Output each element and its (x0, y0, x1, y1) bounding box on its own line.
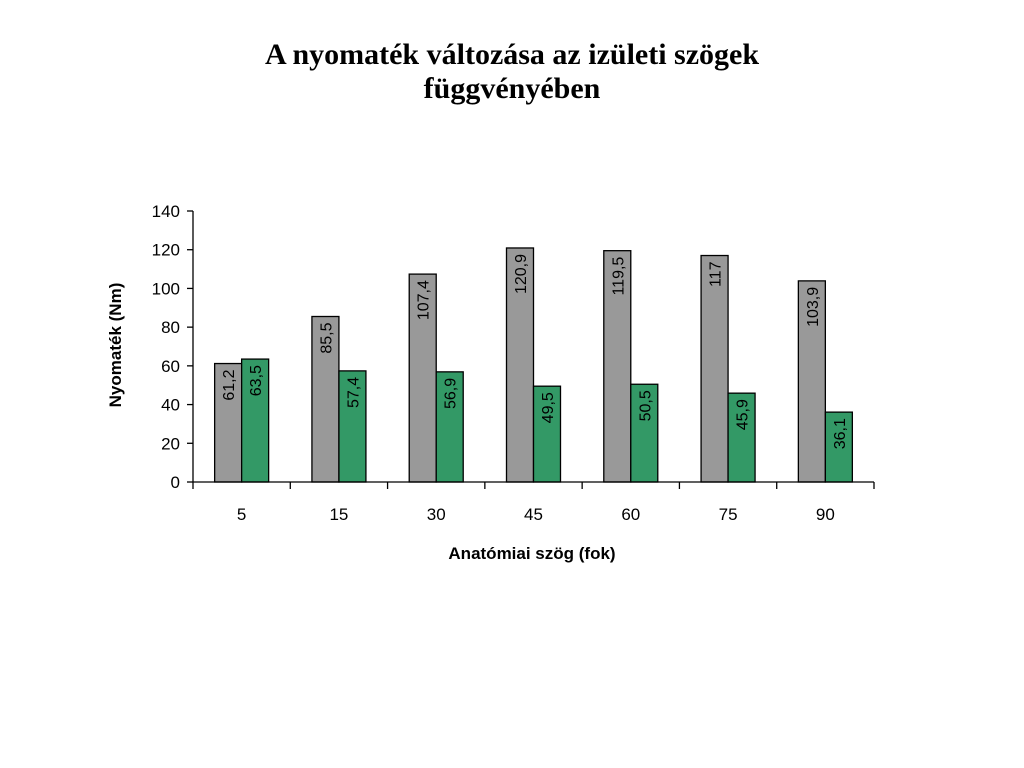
bar-series-1-45 (505, 247, 535, 483)
x-tick-label-60: 60 (621, 505, 640, 524)
data-label-series-2-30: 56,9 (443, 378, 460, 409)
x-tick-label-30: 30 (427, 505, 446, 524)
y-tick-label-80: 80 (161, 318, 180, 337)
y-tick-label-0: 0 (171, 473, 180, 492)
x-axis-title: Anatómiai szög (fok) (448, 544, 615, 563)
data-label-series-2-5: 63,5 (248, 365, 265, 396)
y-tick-label-140: 140 (152, 202, 180, 221)
y-tick-label-20: 20 (161, 434, 180, 453)
bar-series-1-30 (408, 273, 437, 483)
data-label-series-2-60: 50,5 (637, 390, 654, 421)
data-label-series-2-75: 45,9 (735, 399, 752, 430)
bar-series-2-5 (240, 358, 270, 483)
chart-title: A nyomaték változása az izületi szögek f… (0, 38, 1024, 106)
bar-series-2-60 (630, 383, 659, 483)
data-label-series-1-75: 117 (708, 261, 725, 287)
data-label-series-1-30: 107,4 (416, 280, 433, 320)
data-label-series-1-15: 85,5 (318, 322, 335, 353)
x-tick-label-90: 90 (816, 505, 835, 524)
bar-series-2-30 (435, 371, 464, 483)
y-axis-title: Nyomaték (Nm) (106, 283, 125, 408)
bars-layer: 61,2 63,5 85,5 57,4 107,4 56,9 120,9 49,5 119,5 5… (213, 247, 854, 483)
x-tick-label-15: 15 (329, 505, 348, 524)
bar-series-2-90 (824, 411, 854, 483)
x-tick-label-5: 5 (237, 505, 246, 524)
bar-series-1-75 (700, 254, 729, 483)
data-label-series-2-45: 49,5 (540, 392, 557, 423)
chart-title-line-1: A nyomaték változása az izületi szögek (264, 38, 760, 71)
data-label-series-2-90: 36,1 (832, 418, 849, 449)
data-label-series-1-5: 61,2 (221, 369, 238, 400)
x-tick-label-45: 45 (524, 505, 543, 524)
y-tick-label-60: 60 (161, 357, 180, 376)
data-label-series-1-60: 119,5 (610, 257, 627, 296)
data-label-series-2-15: 57,4 (345, 377, 362, 408)
axes-layer: 0 20 40 60 80 100 120 140 5 15 30 45 60 75 90 (152, 202, 875, 524)
x-tick-label-75: 75 (719, 505, 738, 524)
chart-title-line-2: függvényében (423, 72, 601, 105)
y-tick-label-100: 100 (152, 279, 180, 298)
bar-series-1-90 (797, 280, 827, 483)
y-tick-label-40: 40 (161, 396, 180, 415)
y-tick-label-120: 120 (152, 241, 180, 260)
bar-series-2-45 (532, 385, 562, 483)
data-label-series-1-45: 120,9 (513, 254, 530, 294)
data-label-series-1-90: 103,9 (805, 287, 822, 327)
